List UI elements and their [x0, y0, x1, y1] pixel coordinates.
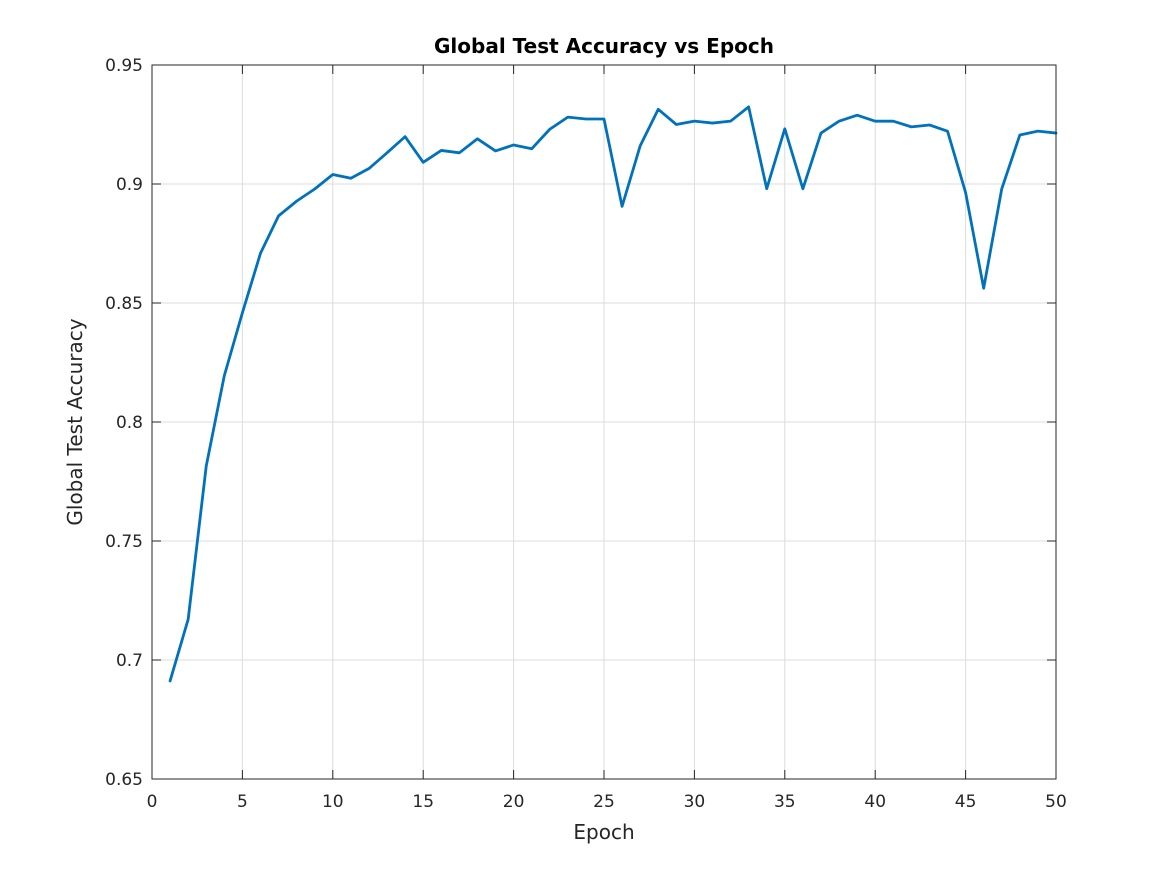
- x-axis-label: Epoch: [573, 820, 634, 844]
- x-tick-label: 20: [503, 792, 525, 812]
- y-tick-label: 0.8: [116, 413, 143, 433]
- grid: [152, 65, 1056, 779]
- x-tick-label: 0: [147, 792, 158, 812]
- y-tick-label: 0.9: [116, 175, 143, 195]
- x-tick-label: 10: [322, 792, 344, 812]
- y-tick-label: 0.85: [105, 294, 143, 314]
- series-line: [168, 105, 1058, 683]
- tick-marks: [151, 64, 1057, 780]
- x-tick-label: 45: [955, 792, 977, 812]
- y-tick-label: 0.65: [105, 770, 143, 790]
- x-tick-label: 40: [864, 792, 886, 812]
- x-tick-labels: 0 5 10 15 20 25 30 35 40 45 50: [147, 792, 1067, 812]
- x-tick-label: 25: [593, 792, 615, 812]
- y-axis-label: Global Test Accuracy: [63, 318, 87, 525]
- y-tick-label: 0.95: [105, 56, 143, 76]
- x-tick-label: 15: [412, 792, 434, 812]
- x-tick-label: 30: [684, 792, 706, 812]
- x-tick-label: 5: [237, 792, 248, 812]
- series-layer: [168, 105, 1058, 683]
- y-tick-labels: 0.65 0.7 0.75 0.8 0.85 0.9 0.95: [105, 56, 143, 790]
- x-tick-label: 50: [1045, 792, 1067, 812]
- y-tick-label: 0.7: [116, 651, 143, 671]
- y-tick-label: 0.75: [105, 532, 143, 552]
- chart-title: Global Test Accuracy vs Epoch: [434, 34, 774, 58]
- x-tick-label: 35: [774, 792, 796, 812]
